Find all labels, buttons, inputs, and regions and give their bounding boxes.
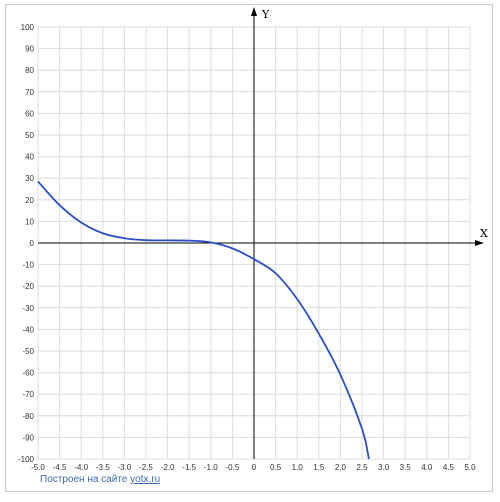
y-tick-label: 40 [25,153,34,162]
x-tick-label: -3.5 [96,463,110,472]
x-tick-label: 4.0 [421,463,433,472]
x-tick-label: 2.5 [356,463,368,472]
x-tick-label: 5.0 [464,463,476,472]
y-tick-label: 20 [25,196,34,205]
y-tick-label: 30 [25,174,34,183]
y-tick-label: -20 [22,282,34,291]
x-tick-label: -2.0 [161,463,175,472]
y-tick-label: -10 [22,261,34,270]
x-tick-label: 2.0 [335,463,347,472]
tick-labels: -5.0 -4.5 -4.0 -3.5 -3.0 -2.5 -2.0 -1.5 -1.0 -0.5… [18,23,476,472]
x-tick-label: -3.0 [118,463,132,472]
y-tick-label: 60 [25,109,34,118]
x-tick-label: -5.0 [31,463,45,472]
x-axis-arrow [475,240,484,246]
y-tick-label: 100 [21,23,35,32]
x-tick-label: 0.5 [270,463,282,472]
y-tick-label: -60 [22,369,34,378]
y-axis-label: Y [261,8,270,21]
series-group [37,180,370,460]
y-tick-label: -30 [22,304,34,313]
x-tick-label: -1.0 [204,463,218,472]
footer-credit: Построен на сайте yotx.ru [40,474,160,485]
y-tick-label: -40 [22,325,34,334]
y-tick-label: 90 [25,45,34,54]
x-tick-label: 4.5 [443,463,455,472]
y-tick-label: 50 [25,131,34,140]
x-tick-label: 3.0 [378,463,390,472]
series-line [37,180,370,460]
x-axis-label: X [480,227,488,240]
y-tick-label: -90 [22,433,34,442]
y-tick-label: -50 [22,347,34,356]
x-tick-label: 1.5 [313,463,325,472]
y-tick-label: -100 [18,455,35,464]
y-tick-label: 80 [25,66,34,75]
y-tick-label: -70 [22,390,34,399]
footer-prefix: Построен на сайте [40,474,131,485]
axes: X Y [38,7,488,459]
x-tick-label: -4.5 [53,463,67,472]
y-tick-label: -80 [22,412,34,421]
x-tick-label: -4.0 [74,463,88,472]
x-tick-label: 1.0 [292,463,304,472]
x-tick-label: 3.5 [400,463,412,472]
footer-link[interactable]: yotx.ru [130,474,161,485]
y-tick-label: 0 [30,239,35,248]
x-tick-label: 0 [252,463,257,472]
x-tick-label: -1.5 [182,463,196,472]
x-tick-label: -0.5 [226,463,240,472]
y-axis-arrow [251,7,257,16]
y-tick-label: 10 [25,217,34,226]
chart-frame [5,4,493,492]
x-tick-label: -2.5 [139,463,153,472]
y-tick-label: 70 [25,88,34,97]
